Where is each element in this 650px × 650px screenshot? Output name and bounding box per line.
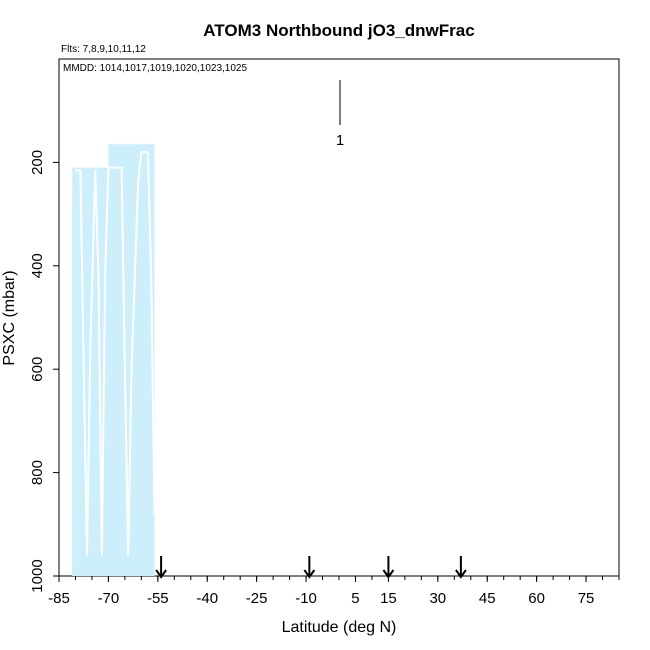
x-tick-label: 75	[578, 590, 595, 607]
x-tick-label: -70	[98, 590, 120, 607]
y-tick-label: 200	[29, 150, 46, 175]
y-tick-label: 400	[29, 253, 46, 278]
arrow-marker	[155, 556, 167, 579]
legend-marker-label: 1	[336, 132, 344, 149]
x-tick-label: 60	[528, 590, 545, 607]
y-axis: 200 400 600 800 1000	[29, 150, 59, 593]
chart-title: ATOM3 Northbound jO3_dnwFrac	[203, 21, 474, 40]
y-tick-label: 1000	[29, 559, 46, 592]
arrow-markers	[155, 556, 467, 579]
arrow-marker	[382, 556, 395, 579]
arrow-marker	[455, 556, 467, 579]
arrow-marker	[303, 556, 316, 579]
x-axis-label: Latitude (deg N)	[282, 619, 397, 636]
legend-marker: 1	[336, 80, 344, 149]
y-tick-label: 600	[29, 357, 46, 382]
x-tick-label: 30	[429, 590, 446, 607]
data-layer	[72, 144, 156, 577]
profile-line	[75, 151, 156, 556]
arrow-head	[155, 569, 167, 579]
y-tick-label: 800	[29, 460, 46, 485]
flights-note: Flts: 7,8,9,10,11,12	[61, 44, 146, 55]
y-axis-label: PSXC (mbar)	[1, 270, 18, 365]
x-tick-label: -10	[295, 590, 317, 607]
dates-note: MMDD: 1014,1017,1019,1020,1023,1025	[63, 63, 247, 74]
x-tick-label: 45	[479, 590, 496, 607]
x-tick-label: -55	[147, 590, 169, 607]
x-tick-label: -25	[246, 590, 268, 607]
arrow-head	[303, 569, 316, 579]
x-axis: -85 -70 -55 -40 -25 -10 5 15 30 45 60 75	[48, 576, 620, 607]
arrow-head	[455, 569, 467, 579]
x-tick-label: 15	[380, 590, 397, 607]
x-tick-label: -40	[196, 590, 218, 607]
x-tick-label: 5	[351, 590, 359, 607]
x-tick-label: -85	[48, 590, 70, 607]
